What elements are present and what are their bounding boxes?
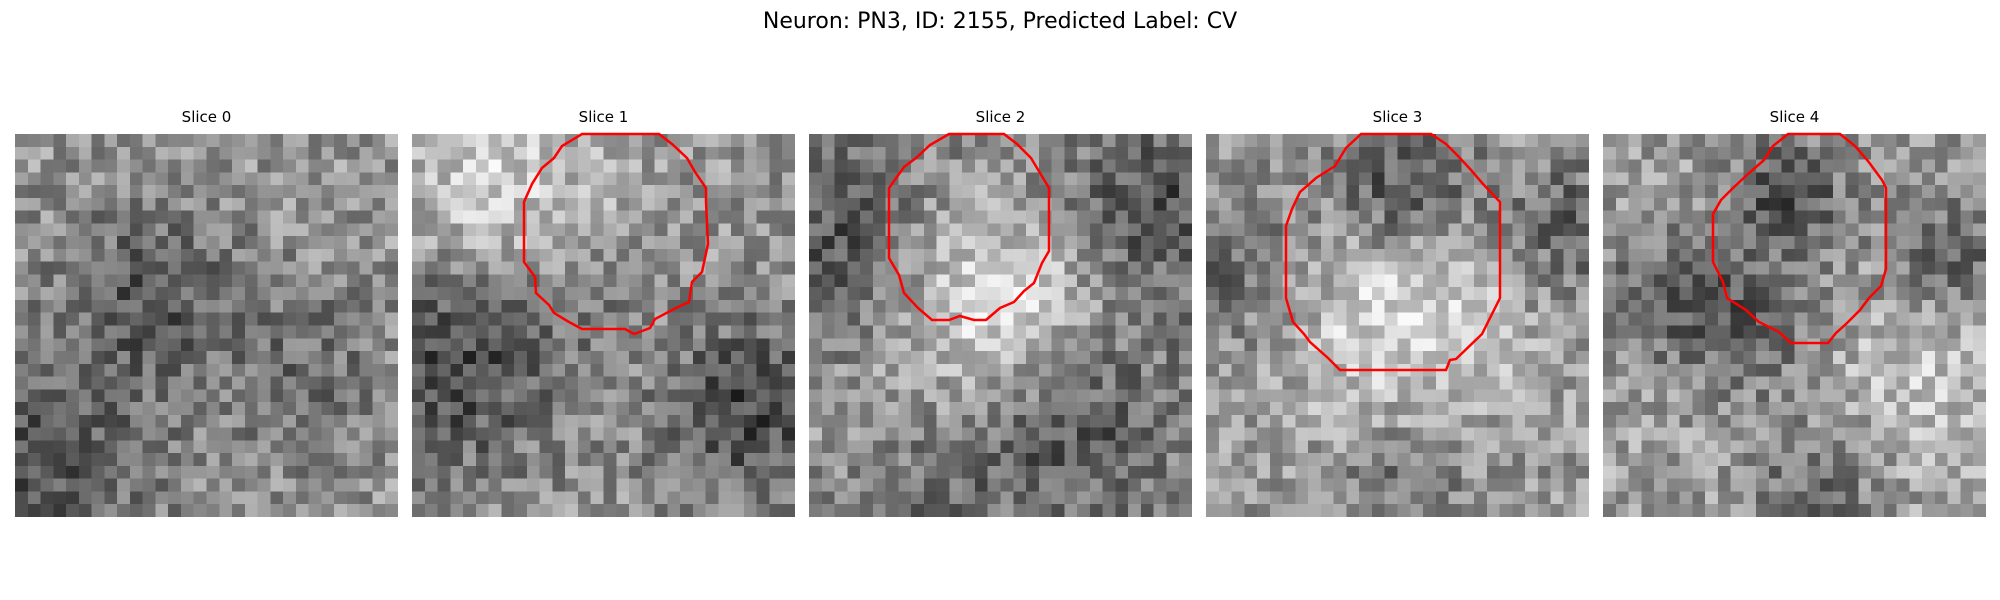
slice-panel-0: Slice 0 — [15, 108, 398, 517]
slice-panel-4: Slice 4 — [1603, 108, 1986, 517]
slice-title-2: Slice 2 — [975, 108, 1026, 126]
slice-title-3: Slice 3 — [1372, 108, 1423, 126]
slice-panel-1: Slice 1 — [412, 108, 795, 517]
slice-image-0 — [15, 134, 398, 517]
slice-title-1: Slice 1 — [578, 108, 629, 126]
figure-title: Neuron: PN3, ID: 2155, Predicted Label: … — [762, 9, 1238, 34]
slice-title-0: Slice 0 — [181, 108, 232, 126]
slice-image-4 — [1603, 134, 1986, 517]
slice-image-2 — [809, 134, 1192, 517]
slice-title-4: Slice 4 — [1769, 108, 1820, 126]
contour-2 — [887, 132, 1051, 322]
slice-panel-3: Slice 3 — [1206, 108, 1589, 517]
slice-image-1 — [412, 134, 795, 517]
contour-4 — [1711, 132, 1888, 345]
contour-3 — [1284, 132, 1502, 372]
slice-image-3 — [1206, 134, 1589, 517]
slice-panel-2: Slice 2 — [809, 108, 1192, 517]
contour-1 — [522, 132, 710, 336]
